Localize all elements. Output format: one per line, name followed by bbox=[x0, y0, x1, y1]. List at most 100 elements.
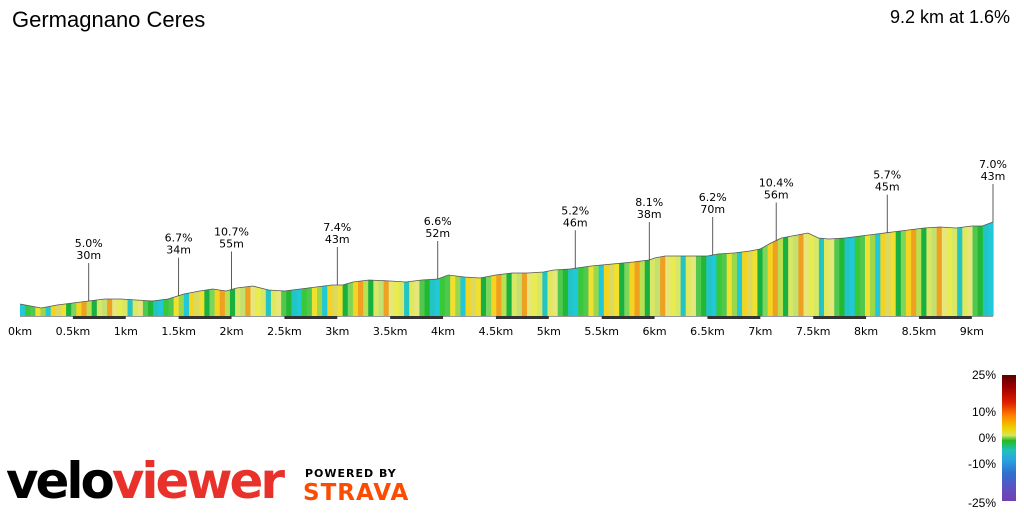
grade-slice bbox=[752, 249, 759, 316]
grade-slice bbox=[40, 307, 47, 316]
grade-slice bbox=[952, 227, 958, 316]
half-km-bar bbox=[495, 316, 549, 319]
grade-slice bbox=[567, 268, 574, 316]
annotation-length: 38m bbox=[637, 208, 662, 221]
half-km-bar bbox=[918, 316, 972, 319]
annotation-length: 43m bbox=[325, 233, 350, 246]
grade-slice bbox=[957, 227, 963, 316]
grade-slice bbox=[96, 299, 103, 316]
annotation-grade: 5.0% bbox=[75, 237, 103, 250]
grade-slice bbox=[875, 233, 881, 316]
grade-slice bbox=[880, 232, 887, 316]
grade-slice bbox=[209, 289, 216, 316]
x-tick-label: 2km bbox=[219, 325, 243, 338]
grade-slice bbox=[214, 289, 221, 316]
grade-slice bbox=[573, 267, 579, 316]
grade-slice bbox=[854, 236, 861, 316]
logo-velo: velo bbox=[6, 452, 113, 510]
grade-slice bbox=[240, 286, 246, 316]
annotation-grade: 6.7% bbox=[165, 232, 193, 245]
x-tick-label: 5.5km bbox=[584, 325, 619, 338]
grade-slice bbox=[629, 261, 636, 316]
grade-slice bbox=[20, 304, 26, 316]
grade-slice bbox=[660, 256, 666, 316]
grade-slice bbox=[772, 239, 779, 316]
grade-slice bbox=[793, 234, 799, 316]
x-axis-ticks: 0km 0.5km 1km 1.5km 2km 2.5km 3km 3.5km 4km 4.5km… bbox=[8, 325, 984, 338]
grade-slice bbox=[864, 234, 871, 316]
grade-slice bbox=[480, 276, 487, 316]
grade-slice bbox=[455, 275, 462, 316]
legend-label-25: 25% bbox=[971, 368, 996, 382]
grade-slice bbox=[849, 236, 856, 316]
grade-slice bbox=[347, 282, 354, 316]
grade-slice bbox=[460, 276, 467, 316]
grade-slice bbox=[972, 226, 979, 316]
grade-slice bbox=[588, 265, 595, 316]
x-tick-label: 1.5km bbox=[161, 325, 196, 338]
grade-slice bbox=[649, 257, 656, 316]
grade-slice bbox=[742, 251, 748, 316]
grade-slice bbox=[404, 281, 410, 316]
annotation-grade: 8.1% bbox=[635, 196, 663, 209]
grade-slice bbox=[81, 301, 88, 316]
grade-slice bbox=[255, 286, 262, 316]
grade-slice bbox=[35, 306, 42, 316]
grade-slice bbox=[71, 302, 77, 316]
grade-slice bbox=[501, 273, 508, 316]
grade-slice bbox=[962, 226, 968, 316]
grade-slice bbox=[680, 256, 687, 316]
grade-slice bbox=[885, 232, 892, 316]
grade-slice bbox=[695, 256, 702, 316]
grade-slice bbox=[506, 273, 513, 316]
grade-slice bbox=[767, 242, 774, 316]
grade-slice bbox=[173, 295, 180, 316]
grade-slice bbox=[276, 290, 282, 316]
grade-slices bbox=[20, 222, 994, 316]
half-km-bar bbox=[178, 316, 232, 319]
veloviewer-logo: veloviewer bbox=[6, 450, 288, 510]
grade-slice bbox=[117, 299, 124, 316]
x-tick-label: 4km bbox=[431, 325, 455, 338]
grade-slice bbox=[199, 290, 205, 316]
grade-slice bbox=[706, 255, 712, 316]
grade-slice bbox=[419, 279, 426, 316]
x-tick-label: 7.5km bbox=[796, 325, 831, 338]
grade-slice bbox=[834, 238, 840, 316]
grade-slice bbox=[895, 230, 902, 316]
grade-slice bbox=[578, 267, 584, 316]
grade-slice bbox=[936, 227, 943, 316]
grade-slice bbox=[562, 269, 569, 316]
legend-label-neg10: -10% bbox=[967, 457, 996, 471]
grade-slice bbox=[60, 303, 67, 316]
grade-slice bbox=[434, 278, 441, 316]
grade-slice bbox=[798, 233, 805, 316]
grade-slice bbox=[839, 238, 846, 316]
grade-slice bbox=[777, 237, 784, 316]
annotation-length: 45m bbox=[875, 181, 900, 194]
grade-slice bbox=[137, 300, 144, 316]
annotation-grade: 10.4% bbox=[759, 177, 794, 190]
legend-label-0: 0% bbox=[978, 431, 996, 445]
grade-slice bbox=[731, 252, 738, 316]
grade-slice bbox=[921, 227, 928, 316]
annotation-length: 52m bbox=[425, 227, 450, 240]
grade-slice bbox=[332, 285, 339, 316]
strava-logo: STRAVA bbox=[303, 480, 410, 506]
grade-slice bbox=[716, 253, 723, 316]
grade-slice bbox=[429, 279, 436, 316]
grade-slice bbox=[250, 286, 257, 316]
grade-slice bbox=[690, 256, 697, 316]
grade-slice bbox=[66, 303, 72, 316]
grade-slice bbox=[76, 301, 83, 316]
annotation-grade: 5.7% bbox=[873, 169, 901, 182]
grade-slice bbox=[168, 297, 175, 316]
half-km-bar bbox=[707, 316, 761, 319]
grade-slice bbox=[982, 223, 989, 316]
grade-slice bbox=[911, 229, 917, 316]
grade-slice bbox=[107, 299, 113, 316]
grade-slice bbox=[736, 251, 743, 316]
grade-slice bbox=[153, 300, 159, 316]
x-tick-label: 8km bbox=[854, 325, 878, 338]
grade-slice bbox=[491, 274, 497, 316]
